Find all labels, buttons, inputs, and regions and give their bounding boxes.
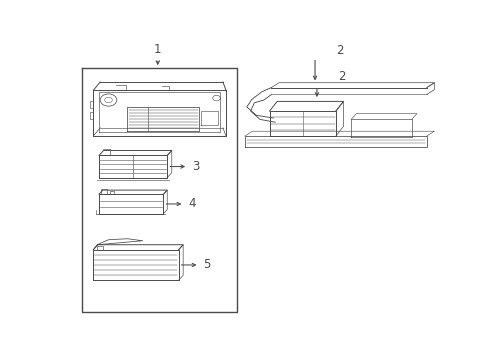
Text: 2: 2 bbox=[335, 44, 343, 57]
Text: 1: 1 bbox=[154, 43, 161, 56]
Text: 4: 4 bbox=[188, 198, 195, 211]
Text: 3: 3 bbox=[191, 160, 199, 173]
Text: 2: 2 bbox=[337, 71, 345, 84]
Text: 5: 5 bbox=[203, 258, 210, 271]
